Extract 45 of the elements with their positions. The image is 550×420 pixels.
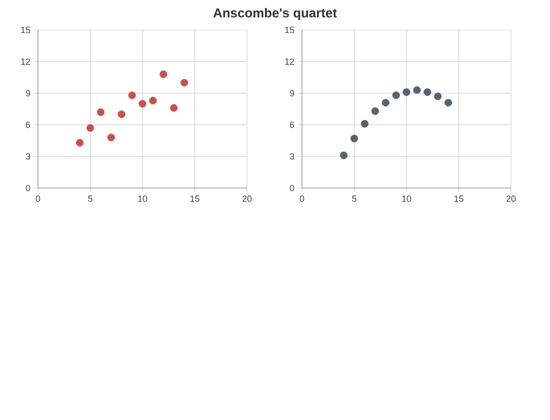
- x-tick-label: 20: [242, 196, 252, 202]
- point: [128, 92, 136, 100]
- y-tick-label: 15: [285, 26, 294, 34]
- y-tick-label: 9: [290, 90, 294, 96]
- point: [96, 108, 105, 116]
- y-tick-label: 12: [285, 58, 294, 65]
- point: [350, 134, 358, 142]
- x-tick-label: 5: [352, 196, 356, 202]
- x-tick-label: 10: [138, 196, 148, 202]
- x-tick-label: 15: [190, 196, 200, 202]
- point: [180, 78, 188, 86]
- text: Anscombe's quartet: [213, 8, 337, 20]
- x-tick-label: 10: [402, 196, 412, 202]
- x-tick-label: 20: [506, 196, 516, 202]
- point: [444, 98, 452, 106]
- point: [138, 100, 146, 108]
- point: [149, 96, 157, 104]
- point: [371, 107, 379, 115]
- point: [340, 152, 348, 160]
- point: [413, 86, 421, 94]
- y-tick-label: 6: [26, 122, 30, 128]
- point: [382, 98, 390, 106]
- y-tick-label: 9: [26, 90, 30, 96]
- y-tick-label: 12: [21, 58, 30, 65]
- point: [434, 92, 442, 100]
- point: [360, 120, 369, 128]
- point: [86, 124, 94, 132]
- x-tick-label: 0: [300, 196, 304, 202]
- x-tick-label: 5: [88, 196, 92, 202]
- y-tick-label: 6: [290, 122, 294, 128]
- y-tick-label: 0: [290, 184, 294, 192]
- x-tick-label: 0: [36, 196, 40, 202]
- point: [118, 110, 126, 118]
- point: [170, 104, 178, 112]
- point: [107, 134, 115, 142]
- point: [160, 70, 168, 78]
- y-tick-label: 15: [21, 26, 30, 34]
- y-tick-label: 3: [26, 153, 30, 160]
- point: [424, 88, 432, 96]
- point: [402, 88, 410, 96]
- point: [392, 92, 400, 100]
- point: [76, 138, 84, 147]
- y-tick-label: 3: [290, 153, 294, 160]
- x-tick-label: 15: [454, 196, 464, 202]
- y-tick-label: 0: [26, 184, 30, 192]
